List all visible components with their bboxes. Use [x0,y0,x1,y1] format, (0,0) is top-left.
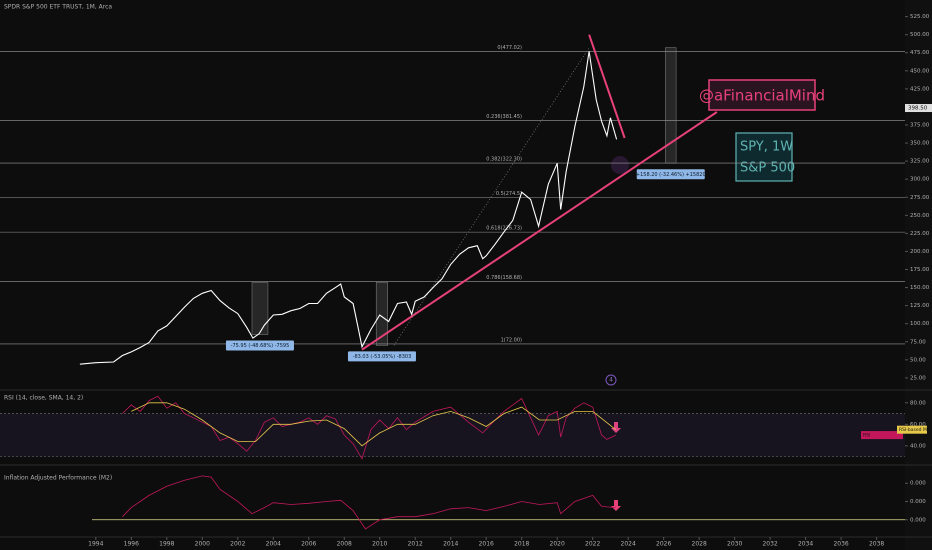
series-tag [861,431,903,440]
y-tick-label: 100.00 [910,321,930,327]
handle: @aFinancialMind [699,87,825,105]
y-tick-label: 500.00 [910,32,930,38]
y-tick-label: 175.00 [910,267,930,273]
symbol-title: SPDR S&P 500 ETF TRUST, 1M, Arca [4,4,112,11]
x-tick-label: 2030 [727,541,742,548]
fib-label: 0.382(322.30) [486,157,522,163]
series-tag-label: RSI-based MA [899,427,931,433]
title-line: SPY, 1W [740,140,793,155]
x-tick-label: 2038 [869,541,884,548]
measure-box [665,47,677,164]
rsi-band [0,413,905,457]
x-tick-label: 2016 [479,541,494,548]
y-tick-label: 225.00 [910,231,930,237]
rsi-title: RSI (14, close, SMA, 14, 2) [4,395,83,402]
series-tag-label: RSI [863,433,870,439]
trendline [588,34,626,139]
series-tag [897,425,927,434]
trendline [393,47,590,346]
y-tick-label: 200.00 [910,249,930,255]
price-tag [905,104,932,113]
measure-label: -75.95 (-48.68%) -7595 [231,343,290,349]
x-tick-label: 2020 [550,541,565,548]
x-tick-label: 2024 [621,541,636,548]
y-tick-label: 250.00 [910,213,930,219]
event-icon-label[interactable]: 4 [609,377,613,384]
fib-label: 1(72.00) [501,337,522,343]
y-tick-label: 0.000 [910,481,926,487]
series-line [131,402,617,447]
x-tick-label: 2032 [762,541,777,548]
measure-box [375,282,388,346]
y-tick-label: 450.00 [910,68,930,74]
x-tick-label: 2012 [408,541,423,548]
x-tick-label: 2010 [372,541,387,548]
price-tag-label: 398.50 [908,106,928,112]
x-tick-label: 2018 [514,541,529,548]
y-tick-label: 325.00 [910,159,930,165]
event-icon[interactable] [605,374,617,386]
y-tick-label: 75.00 [910,339,926,345]
x-tick-label: 2000 [195,541,210,548]
y-tick-label: 150.00 [910,285,930,291]
x-tick-label: 2002 [230,541,245,548]
y-tick-label: 50.00 [910,357,926,363]
y-tick-label: 40.00 [910,443,926,449]
measure-label: -83.03 (-53.05%) -8303 [353,354,412,360]
x-tick-label: 2026 [656,541,671,548]
y-tick-label: 375.00 [910,122,930,128]
series-line [79,51,618,365]
measure-box [251,282,269,335]
handle-box [708,79,816,111]
y-tick-label: 275.00 [910,195,930,201]
x-tick-label: 2034 [798,541,813,548]
measure-label-bg [347,351,416,362]
fib-label: 0(477.02) [497,45,522,51]
series-line [122,475,616,530]
y-tick-label: 0.000 [910,499,926,505]
y-tick-label: 25.00 [910,375,926,381]
fib-label: 0.236(381.45) [486,114,522,120]
y-tick-label: 475.00 [910,50,930,56]
measure-label-bg [225,340,294,351]
x-tick-label: 1994 [88,541,103,548]
title-box [735,132,793,182]
ind-title: Inflation Adjusted Performance (M2) [4,475,112,482]
fib-label: 0.786(158.68) [486,275,522,281]
trendline [361,111,718,351]
x-tick-label: 1996 [124,541,139,548]
y-tick-label: 350.00 [910,141,930,147]
x-tick-label: 2004 [266,541,281,548]
y-tick-label: 300.00 [910,177,930,183]
x-tick-label: 2006 [301,541,316,548]
y-tick-label: 525.00 [910,14,930,20]
fib-label: 0.5(274.5) [496,191,522,197]
y-tick-label: 125.00 [910,303,930,309]
x-tick-label: 2028 [692,541,707,548]
y-tick-label: 425.00 [910,86,930,92]
x-tick-label: 1998 [159,541,174,548]
right-axis [905,0,932,550]
fib-label: 0.618(226.73) [486,226,522,232]
y-tick-label: 0.000 [910,517,926,523]
x-tick-label: 2022 [585,541,600,548]
y-tick-label: 60.00 [910,422,926,428]
x-tick-label: 2036 [833,541,848,548]
highlight-circle [611,156,629,174]
measure-label-bg [636,169,705,180]
x-tick-label: 2008 [337,541,352,548]
y-tick-label: 80.00 [910,400,926,406]
down-arrow [611,422,621,433]
measure-label: +158.20 (-32.46%) +15820 [636,172,706,178]
down-arrow [611,500,621,511]
title-line: S&P 500 [740,161,795,176]
x-tick-label: 2014 [443,541,458,548]
series-line [122,395,616,460]
